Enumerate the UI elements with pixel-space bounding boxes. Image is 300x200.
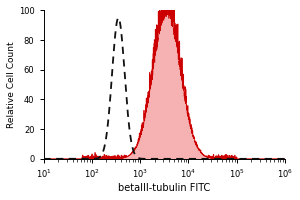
X-axis label: betaIII-tubulin FITC: betaIII-tubulin FITC: [118, 183, 210, 193]
Y-axis label: Relative Cell Count: Relative Cell Count: [7, 41, 16, 128]
